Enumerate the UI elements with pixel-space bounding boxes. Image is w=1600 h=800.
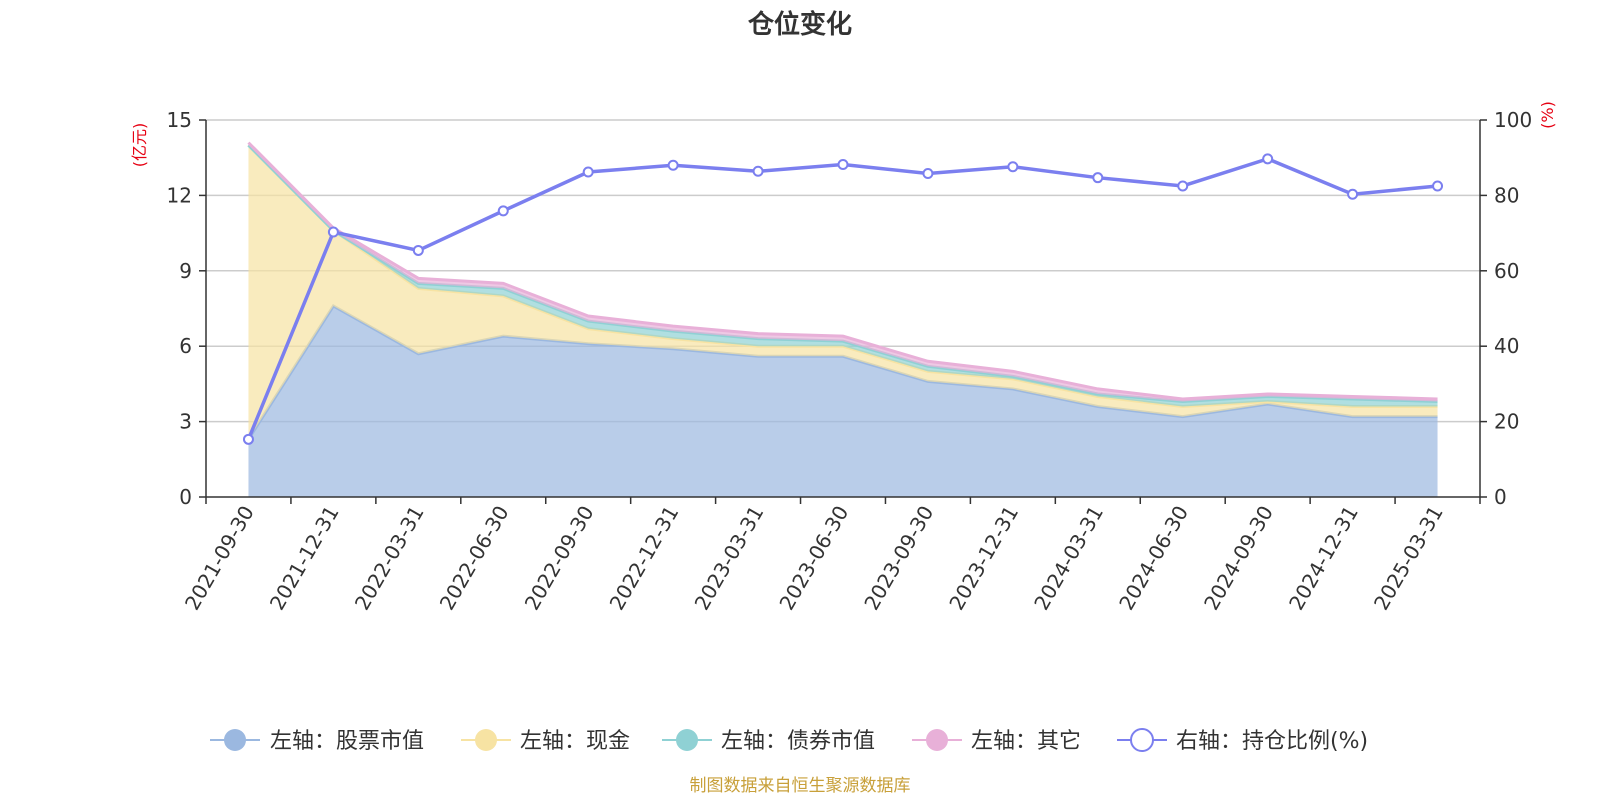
ratio-point [752,165,764,177]
legend-item[interactable]: 右轴：持仓比例(%) [1117,728,1368,754]
right-axis-tick-label: 60 [1494,259,1519,283]
legend-marker [475,729,497,751]
right-axis-tick-label: 20 [1494,410,1519,434]
legend-item[interactable]: 左轴：股票市值 [210,729,424,754]
ratio-point [1347,188,1359,200]
legend-label: 右轴：持仓比例(%) [1176,729,1368,754]
x-axis-tick-label: 2023-12-31 [944,502,1023,615]
x-axis-tick-label: 2023-09-30 [859,502,938,615]
right-axis-tick-label: 100 [1494,108,1532,132]
legend-marker [224,729,246,751]
left-axis-tick-label: 12 [167,183,192,207]
position-ratio-line [242,153,1444,445]
x-axis-tick-label: 2025-03-31 [1369,502,1448,615]
right-axis-unit: (%) [1538,101,1557,129]
legend-marker [926,729,948,751]
legend-marker [676,729,698,751]
left-axis-tick-label: 6 [179,334,192,358]
legend-label: 左轴：债券市值 [721,729,875,754]
legend[interactable]: 左轴：股票市值 左轴：现金 左轴：债券市值 左轴：其它 右轴：持仓比例(%) [210,728,1368,754]
data-source-note: 制图数据来自恒生聚源数据库 [690,776,911,796]
left-axis-tick-label: 0 [179,485,192,509]
x-axis-tick-label: 2022-03-31 [350,502,429,615]
ratio-point [242,433,254,445]
x-axis-tick-label: 2024-03-31 [1029,502,1108,615]
x-axis-tick-label: 2022-06-30 [435,502,514,615]
x-axis-tick-label: 2024-12-31 [1284,502,1363,615]
x-axis-tick-label: 2022-12-31 [605,502,684,615]
legend-label: 左轴：股票市值 [270,729,424,754]
ratio-point [327,226,339,238]
legend-marker [1130,728,1154,752]
x-axis-tick-label: 2021-09-30 [180,502,259,615]
area-edge-line [247,141,1438,401]
ratio-point [1007,161,1019,173]
left-axis-tick-label: 3 [179,410,192,434]
x-axis-tick-label: 2023-06-30 [774,502,853,615]
ratio-point [412,244,424,256]
x-axis-tick-label: 2024-09-30 [1199,502,1278,615]
area-9bb8e0 [248,305,1438,497]
left-axis-tick-label: 15 [167,108,192,132]
ratio-point [922,168,934,180]
chart-title: 仓位变化 [747,9,852,40]
x-axis-tick-label: 2022-09-30 [520,502,599,615]
legend-label: 左轴：其它 [971,729,1081,754]
ratio-point [667,159,679,171]
right-axis-tick-label: 40 [1494,334,1519,358]
right-axis-tick-label: 80 [1494,183,1519,207]
ratio-point [582,166,594,178]
legend-label: 左轴：现金 [520,729,630,754]
left-axis-tick-label: 9 [179,259,192,283]
ratio-point [1262,153,1274,165]
x-axis-tick-label: 2021-12-31 [265,502,344,615]
x-axis-tick-label: 2023-03-31 [689,502,768,615]
ratio-point [1432,180,1444,192]
right-axis-tick-label: 0 [1494,485,1507,509]
legend-item[interactable]: 左轴：其它 [912,729,1081,754]
ratio-point [837,158,849,170]
ratio-point [497,205,509,217]
ratio-point [1177,180,1189,192]
x-axis-tick-label: 2024-06-30 [1114,502,1193,615]
ratio-point [1092,172,1104,184]
legend-item[interactable]: 左轴：债券市值 [662,729,875,754]
left-axis-unit: (亿元) [130,123,149,168]
legend-item[interactable]: 左轴：现金 [461,729,630,754]
stacked-areas [247,141,1438,497]
area-f7e3a3 [248,145,1438,440]
